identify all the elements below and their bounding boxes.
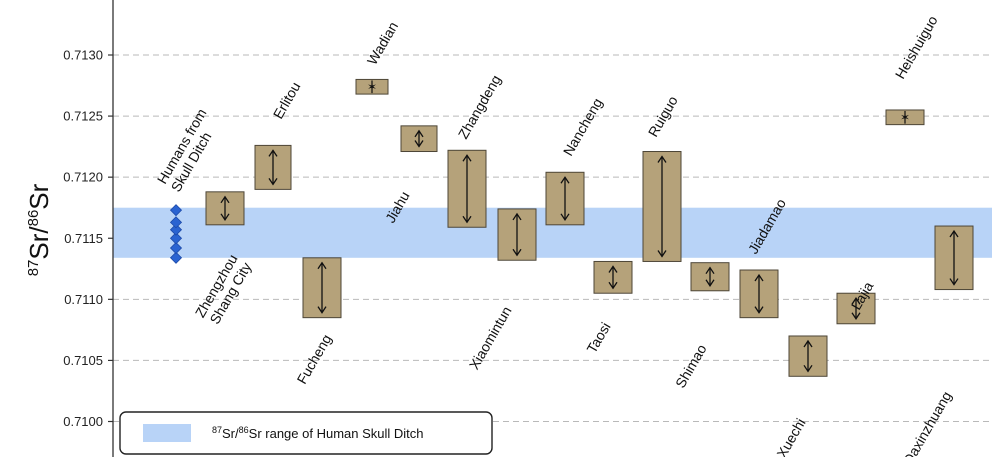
legend: 87Sr/86Sr range of Human Skull Ditch [119, 411, 493, 455]
human-diamond [169, 232, 183, 245]
arrow-head-down-daxinzhuang [949, 278, 959, 286]
site-label-line: Zhangdeng [455, 72, 504, 141]
site-label-line: Daxinzhuang [900, 389, 955, 457]
arrow-head-down-shimao [705, 279, 715, 287]
site-label-line: Heishuiguo [892, 13, 941, 82]
arrow-head-down-fucheng [317, 306, 327, 314]
arrow-head-up-zhengzhou-shang-city [220, 195, 230, 204]
y-tick-label: 0.7105 [63, 353, 103, 368]
site-label-xiaomintun: Xiaomintun [466, 304, 515, 373]
y-tick-label: 0.7100 [63, 414, 103, 429]
legend-swatch [143, 424, 191, 442]
arrow-head-up-fucheng [317, 261, 327, 270]
y-axis-label-iso-b: 86 [25, 210, 42, 227]
human-diamond [169, 241, 183, 255]
legend-el-b: Sr range of Human Skull Ditch [249, 426, 424, 441]
site-label-line: Erlitou [270, 79, 304, 121]
arrow-head-up-daxinzhuang [949, 229, 959, 238]
human-diamond [169, 251, 183, 264]
y-tick-label: 0.7120 [63, 170, 103, 185]
y-tick-labels: 0.7100 0.7105 0.7110 0.7115 0.7120 0.7125 0.71… [63, 48, 113, 429]
arrow-head-down-xiaomintun [512, 248, 522, 257]
human-diamond [169, 204, 183, 217]
arrow-head-up-xiaomintun [512, 212, 522, 221]
arrow-head-up-taosi [608, 265, 618, 273]
arrow-head-up-ruiguo [657, 155, 667, 163]
site-label-taosi: Taosi [583, 320, 613, 356]
arrow-head-down-jiahu [414, 140, 424, 148]
y-tick-label: 0.7125 [63, 109, 103, 124]
y-tick-label: 0.7115 [64, 231, 103, 246]
arrow-head-down-nancheng [560, 213, 570, 221]
arrow-head-down-ruiguo [657, 250, 667, 258]
site-label-shimao: Shimao [672, 341, 710, 390]
site-range-boxes: ✶✶ [205, 78, 974, 377]
site-label-line: Wadian [364, 19, 401, 68]
star-marker-wadian: ✶ [367, 80, 377, 94]
arrow-head-up-nancheng [560, 176, 570, 184]
y-axis-label-iso-a: 87 [25, 260, 42, 277]
arrow-head-down-taosi [608, 281, 618, 290]
human-label: Humans fromSkull Ditch [154, 106, 224, 195]
y-axis-label: 87Sr/86Sr [24, 183, 54, 276]
arrow-head-up-lajia [851, 297, 861, 305]
legend-iso-b: 86 [239, 425, 249, 435]
legend-label: 87Sr/86Sr range of Human Skull Ditch [212, 425, 424, 441]
site-label-nancheng: Nancheng [560, 95, 606, 158]
site-label-daxinzhuang: Daxinzhuang [900, 389, 955, 457]
star-marker-heishuiguo: ✶ [900, 110, 910, 124]
arrow-head-down-lajia [851, 312, 861, 320]
human-diamond [169, 223, 183, 236]
site-label-heishuiguo: Heishuiguo [892, 13, 941, 82]
y-tick-label: 0.7110 [64, 292, 103, 307]
site-label-line: Xiaomintun [466, 304, 515, 373]
legend-frame [119, 411, 493, 455]
legend-iso-a: 87 [212, 425, 222, 435]
y-tick-label: 0.7130 [63, 48, 103, 63]
arrow-head-up-erlitou [268, 149, 278, 157]
site-label-line: Fucheng [293, 332, 334, 387]
arrow-head-up-zhangdeng [462, 154, 472, 162]
site-label-erlitou: Erlitou [270, 79, 304, 121]
arrow-head-down-xuechi [803, 364, 813, 373]
human-diamond [169, 216, 183, 229]
site-label-line: Taosi [583, 320, 613, 356]
arrow-head-up-jiahu [414, 129, 424, 138]
arrow-head-down-zhengzhou-shang-city [220, 213, 230, 221]
y-axis-label-el-b: Sr [24, 183, 54, 209]
y-axis-label-el-a: Sr/ [24, 226, 54, 260]
arrow-head-down-zhangdeng [462, 215, 472, 224]
legend-el-a: Sr/ [222, 426, 239, 441]
site-label-wadian: Wadian [364, 19, 401, 68]
site-label-fucheng: Fucheng [293, 332, 334, 387]
site-label-line: Shimao [672, 341, 710, 390]
site-label-zhangdeng: Zhangdeng [455, 72, 504, 141]
arrow-head-up-jiadamao [754, 273, 764, 282]
site-label-zhengzhou-shang-city: ZhengzhouShang City [192, 252, 255, 329]
site-label-line: Nancheng [560, 95, 606, 158]
arrow-head-up-shimao [705, 266, 715, 275]
arrow-head-down-jiadamao [754, 306, 764, 314]
arrow-head-down-erlitou [268, 178, 278, 186]
arrow-head-up-xuechi [803, 339, 813, 348]
